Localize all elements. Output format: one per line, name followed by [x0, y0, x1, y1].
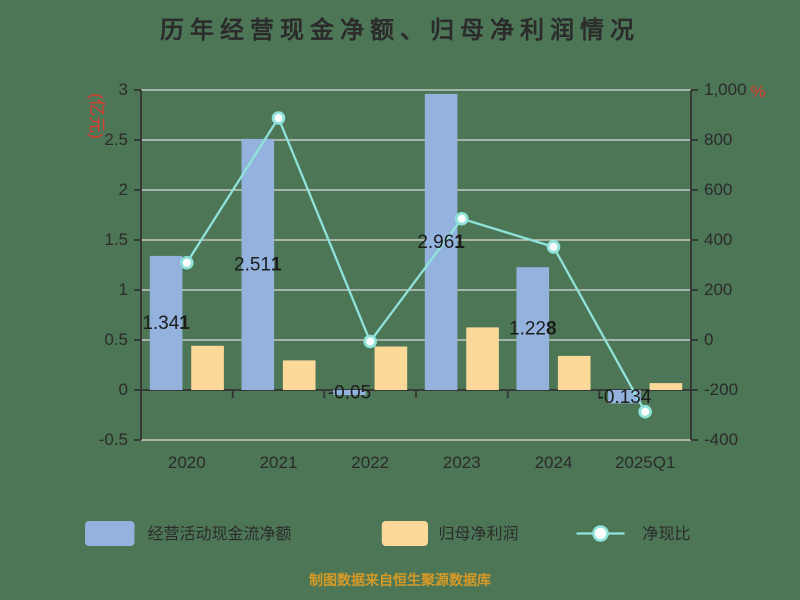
svg-text:2.961: 2.961	[417, 232, 465, 253]
svg-text:400: 400	[704, 230, 732, 249]
svg-text:2023: 2023	[443, 453, 481, 472]
svg-text:2.511: 2.511	[234, 255, 282, 276]
svg-text:2.5: 2.5	[104, 130, 128, 149]
svg-text:0: 0	[704, 330, 713, 349]
svg-text:净现比: 净现比	[643, 525, 691, 543]
svg-text:归母净利润: 归母净利润	[439, 525, 519, 543]
svg-text:1.228: 1.228	[509, 319, 557, 340]
svg-text:%: %	[750, 82, 765, 101]
svg-text:(亿元): (亿元)	[87, 93, 106, 138]
svg-text:0.5: 0.5	[104, 330, 128, 349]
svg-text:1.5: 1.5	[104, 230, 128, 249]
svg-text:2: 2	[119, 180, 128, 199]
svg-text:2021: 2021	[260, 453, 298, 472]
svg-text:2024: 2024	[535, 453, 573, 472]
svg-text:1: 1	[119, 280, 128, 299]
svg-text:1.341: 1.341	[142, 313, 190, 334]
svg-text:-400: -400	[704, 430, 738, 449]
svg-text:-0.5: -0.5	[99, 430, 128, 449]
svg-text:800: 800	[704, 130, 732, 149]
svg-text:制图数据来自恒生聚源数据库: 制图数据来自恒生聚源数据库	[309, 572, 491, 588]
svg-text:1,000: 1,000	[704, 80, 747, 99]
svg-text:-0.134: -0.134	[598, 387, 652, 408]
svg-text:200: 200	[704, 280, 732, 299]
svg-text:0: 0	[119, 380, 128, 399]
svg-text:3: 3	[119, 80, 128, 99]
svg-text:2025Q1: 2025Q1	[615, 453, 676, 472]
svg-text:经营活动现金流净额: 经营活动现金流净额	[148, 525, 292, 543]
svg-text:-200: -200	[704, 380, 738, 399]
svg-text:-0.05: -0.05	[328, 383, 371, 404]
svg-text:2022: 2022	[351, 453, 389, 472]
svg-text:2020: 2020	[168, 453, 206, 472]
svg-text:600: 600	[704, 180, 732, 199]
